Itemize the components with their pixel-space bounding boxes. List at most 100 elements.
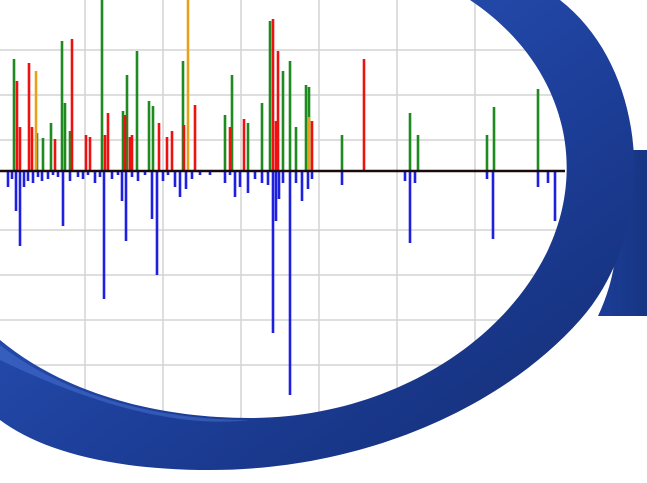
bar-positive-green [304, 85, 308, 171]
bar-positive-red [271, 19, 275, 171]
bar-negative-blue [40, 171, 44, 181]
bar-positive-red [157, 123, 161, 171]
bar-positive-green [60, 41, 64, 171]
bar-positive-red [228, 127, 232, 171]
bar-negative-blue [116, 171, 120, 175]
bar-negative-blue [36, 171, 40, 177]
bar-positive-red [18, 127, 22, 171]
bar-positive-green [340, 135, 344, 171]
bar-positive-red [310, 121, 314, 171]
bar-negative-blue [294, 171, 298, 183]
bar-positive-green [246, 123, 250, 171]
bar-positive-orange [34, 71, 38, 171]
bar-positive-red [27, 63, 31, 171]
bar-positive-green [223, 115, 227, 171]
bar-positive-red [15, 81, 19, 171]
bar-positive-red [130, 135, 134, 171]
bar-positive-green [181, 61, 185, 171]
bar-positive-green [63, 103, 67, 171]
bar-negative-blue [233, 171, 237, 197]
bar-negative-blue [130, 171, 134, 177]
bar-negative-blue [51, 171, 55, 175]
bar-negative-blue [81, 171, 85, 179]
bar-negative-blue [485, 171, 489, 179]
bar-negative-blue [166, 171, 170, 175]
bar-negative-blue [223, 171, 227, 183]
bar-negative-blue [403, 171, 407, 181]
bar-positive-red [165, 137, 169, 171]
bar-negative-blue [288, 171, 292, 395]
bar-negative-blue [150, 171, 154, 219]
bar-negative-blue [491, 171, 495, 239]
bar-positive-green [49, 123, 53, 171]
bar-positive-green [288, 61, 292, 171]
bar-negative-blue [136, 171, 140, 181]
bar-positive-green [100, 0, 104, 171]
bar-negative-blue [408, 171, 412, 243]
frame-highlight [0, 345, 250, 422]
bar-positive-red [276, 51, 280, 171]
bar-negative-blue [271, 171, 275, 333]
bar-positive-green [536, 89, 540, 171]
bar-negative-blue [56, 171, 60, 177]
bar-positive-red [106, 113, 110, 171]
bar-positive-red [88, 137, 92, 171]
bar-positive-green [12, 59, 16, 171]
bar-negative-blue [31, 171, 35, 183]
bar-positive-red [84, 135, 88, 171]
bar-negative-blue [546, 171, 550, 183]
bar-positive-green [416, 135, 420, 171]
bar-positive-red [53, 139, 57, 171]
bar-negative-blue [173, 171, 177, 187]
bar-negative-blue [124, 171, 128, 241]
bar-negative-blue [184, 171, 188, 189]
bar-negative-blue [277, 171, 281, 199]
bar-negative-blue [260, 171, 264, 183]
bar-negative-blue [300, 171, 304, 201]
bar-negative-blue [18, 171, 22, 246]
bar-positive-red [170, 131, 174, 171]
bar-negative-blue [274, 171, 278, 221]
bar-positive-orange [307, 117, 311, 171]
bar-positive-green [281, 71, 285, 171]
bar-negative-blue [6, 171, 10, 187]
bar-negative-blue [14, 171, 18, 211]
bar-positive-green [485, 135, 489, 171]
bar-negative-blue [93, 171, 97, 183]
bar-negative-blue [340, 171, 344, 185]
bar-positive-red [362, 59, 366, 171]
bar-positive-green [230, 75, 234, 171]
bar-positive-red [274, 121, 278, 171]
bar-negative-blue [22, 171, 26, 187]
bar-positive-red [70, 39, 74, 171]
bar-negative-blue [102, 171, 106, 299]
bar-positive-green [151, 106, 155, 171]
bar-positive-green [121, 111, 125, 171]
bar-positive-red [193, 105, 197, 171]
bar-negative-blue [68, 171, 72, 181]
bar-positive-green [492, 107, 496, 171]
bar-negative-blue [76, 171, 80, 177]
bar-negative-blue [86, 171, 90, 175]
bar-negative-blue [208, 171, 212, 175]
bar-negative-blue [143, 171, 147, 175]
bar-negative-blue [281, 171, 285, 183]
bar-negative-blue [46, 171, 50, 179]
bar-positive-red [123, 115, 127, 171]
bar-positive-red [103, 135, 107, 171]
bar-negative-blue [98, 171, 102, 177]
bar-negative-blue [190, 171, 194, 179]
bar-positive-red [242, 119, 246, 171]
bar-positive-green [268, 21, 272, 171]
bar-negative-blue [161, 171, 165, 181]
bar-negative-blue [238, 171, 242, 187]
bar-positive-green [294, 127, 298, 171]
bar-positive-red [128, 137, 132, 171]
bar-negative-blue [198, 171, 202, 175]
bar-negative-blue [120, 171, 124, 201]
bar-positive-green [125, 75, 129, 171]
bar-negative-blue [178, 171, 182, 197]
bar-negative-blue [26, 171, 30, 181]
